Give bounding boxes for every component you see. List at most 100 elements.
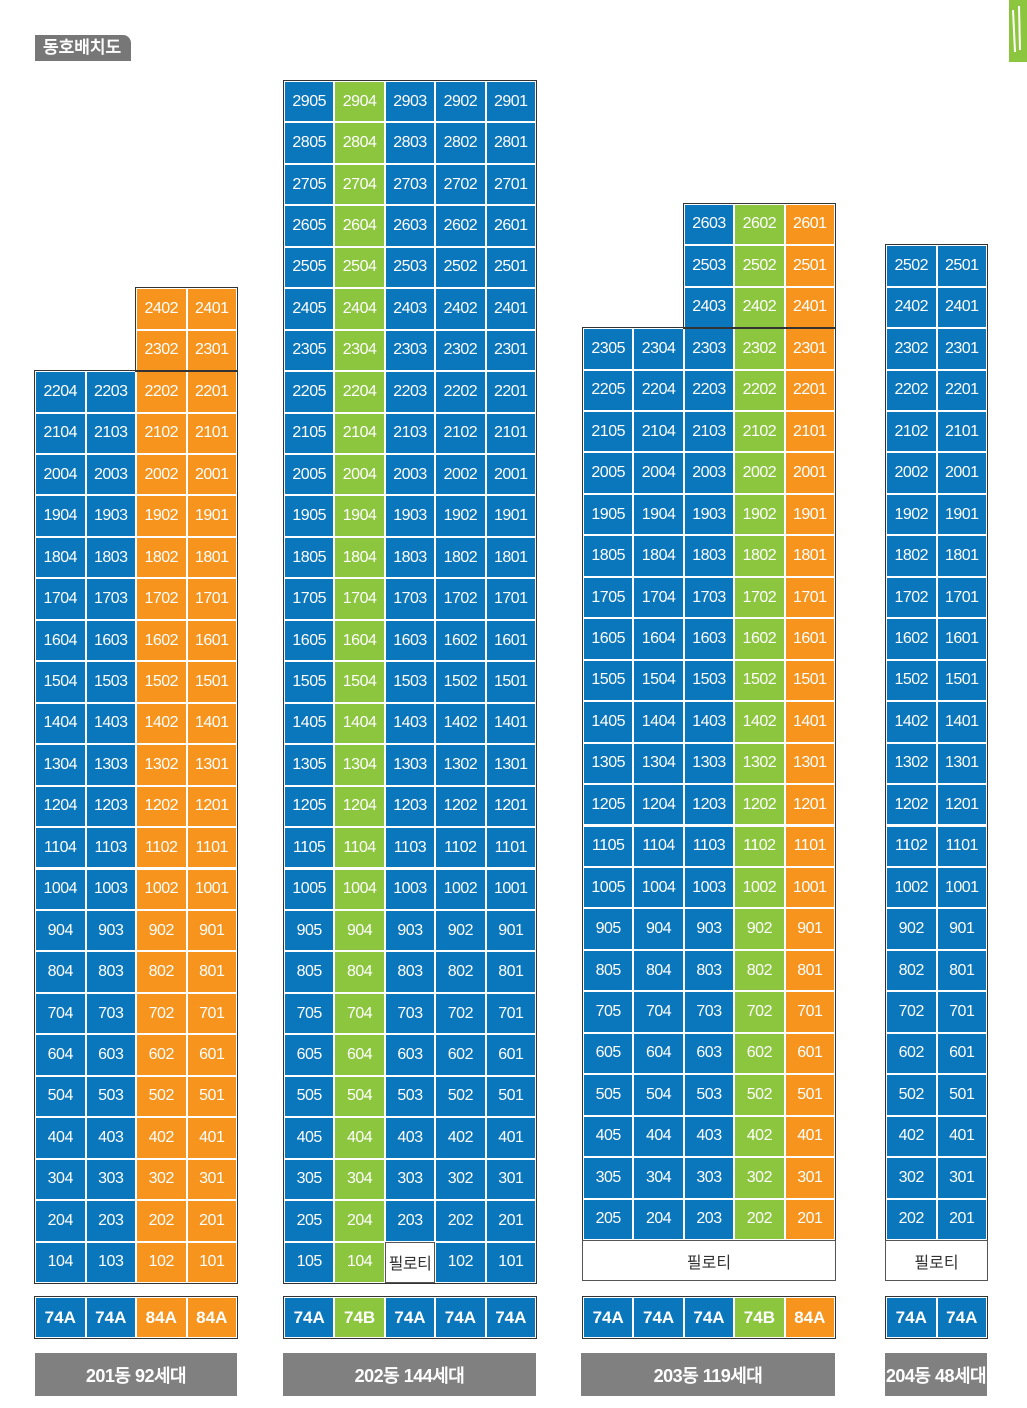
unit-cell: 1004 <box>35 868 86 910</box>
building-label: 202동 144세대 <box>283 1353 536 1396</box>
unit-cell: 2203 <box>384 371 436 413</box>
unit-cell: 701 <box>936 991 987 1033</box>
unit-cell: 602 <box>435 1034 486 1076</box>
unit-cell: 1701 <box>936 576 987 619</box>
unit-cell: 604 <box>334 1034 385 1076</box>
unit-cell: 503 <box>683 1074 735 1116</box>
unit-cell: 2204 <box>633 369 684 411</box>
unit-cell: 1405 <box>583 701 634 743</box>
unit-cell: 2302 <box>734 328 785 370</box>
unit-cell: 1401 <box>936 701 987 743</box>
unit-cell: 1302 <box>136 744 187 786</box>
unit-cell: 1205 <box>583 784 634 826</box>
unit-cell: 901 <box>485 909 536 952</box>
unit-cell: 2305 <box>583 328 634 370</box>
unit-cell: 2203 <box>85 371 136 413</box>
unit-cell: 1403 <box>384 702 436 745</box>
unit-cell: 1005 <box>583 866 634 909</box>
unit-cell: 301 <box>485 1158 536 1201</box>
unit-cell: 1203 <box>384 785 436 828</box>
unit-cell: 401 <box>936 1115 987 1158</box>
unit-cell: 2801 <box>485 122 536 164</box>
unit-cell: 701 <box>784 991 835 1033</box>
unit-cell: 1904 <box>633 493 684 536</box>
unit-cell: 1202 <box>136 785 187 828</box>
unit-cell: 2102 <box>136 412 187 454</box>
unit-cell: 1902 <box>136 495 187 537</box>
unit-cell: 1701 <box>186 578 237 620</box>
unit-cell: 1704 <box>35 578 86 620</box>
unit-cell: 201 <box>784 1198 835 1240</box>
unit-cell: 2204 <box>334 371 385 413</box>
unit-cell: 304 <box>334 1158 385 1201</box>
unit-cell: 801 <box>936 949 987 992</box>
unit-cell: 501 <box>936 1074 987 1116</box>
unit-cell: 1704 <box>633 576 684 619</box>
unit-cell: 1304 <box>334 744 385 786</box>
unit-cell: 1101 <box>784 825 835 867</box>
unit-cell: 104 <box>35 1241 86 1283</box>
unit-type-cell: 74A <box>35 1297 86 1338</box>
unit-cell: 704 <box>35 992 86 1035</box>
unit-cell: 803 <box>85 951 136 993</box>
unit-cell: 2103 <box>85 412 136 454</box>
unit-cell: 1001 <box>186 868 237 910</box>
unit-cell: 1102 <box>435 827 486 869</box>
unit-cell: 1802 <box>734 535 785 577</box>
unit-cell: 903 <box>683 908 735 950</box>
unit-cell: 1703 <box>683 576 735 619</box>
unit-cell: 1703 <box>85 578 136 620</box>
unit-cell: 2603 <box>683 203 735 246</box>
unit-cell: 301 <box>186 1158 237 1201</box>
unit-cell: 1202 <box>734 784 785 826</box>
unit-cell: 504 <box>35 1075 86 1118</box>
unit-cell: 404 <box>334 1117 385 1159</box>
unit-cell: 401 <box>186 1117 237 1159</box>
pilotis-row: 필로티 <box>885 1240 988 1281</box>
unit-cell: 502 <box>435 1075 486 1118</box>
unit-cell: 2402 <box>734 286 785 329</box>
unit-cell: 503 <box>384 1075 436 1118</box>
unit-cell: 1203 <box>683 784 735 826</box>
unit-cell: 1601 <box>936 618 987 660</box>
unit-cell: 204 <box>35 1200 86 1242</box>
unit-cell: 101 <box>186 1241 237 1283</box>
unit-cell: 1504 <box>633 659 684 702</box>
unit-cell: 1801 <box>485 536 536 579</box>
unit-cell: 502 <box>886 1074 937 1116</box>
unit-cell: 2702 <box>435 163 486 206</box>
unit-cell: 2601 <box>784 203 835 246</box>
unit-cell: 1604 <box>334 619 385 662</box>
unit-cell: 205 <box>284 1200 335 1242</box>
unit-cell: 1104 <box>35 827 86 869</box>
unit-cell: 2102 <box>435 412 486 454</box>
unit-cell: 705 <box>583 991 634 1033</box>
unit-cell: 2804 <box>334 122 385 164</box>
unit-cell: 403 <box>683 1115 735 1158</box>
unit-cell: 804 <box>334 951 385 993</box>
unit-cell: 1702 <box>886 576 937 619</box>
unit-cell: 2004 <box>35 454 86 496</box>
unit-cell: 1502 <box>886 659 937 702</box>
unit-cell: 2103 <box>384 412 436 454</box>
unit-cell: 2904 <box>334 80 385 123</box>
unit-cell: 2105 <box>284 412 335 454</box>
unit-cell: 2502 <box>886 245 937 287</box>
unit-cell: 2503 <box>683 245 735 287</box>
unit-cell: 1901 <box>784 493 835 536</box>
unit-cell: 2104 <box>35 412 86 454</box>
unit-cell: 1503 <box>384 661 436 703</box>
unit-cell: 105 <box>284 1241 335 1283</box>
unit-cell: 2204 <box>35 371 86 413</box>
unit-cell: 2102 <box>886 411 937 453</box>
unit-cell: 404 <box>35 1117 86 1159</box>
unit-cell: 2001 <box>485 454 536 496</box>
unit-cell: 1103 <box>683 825 735 867</box>
unit-cell: 1605 <box>284 619 335 662</box>
unit-cell: 1201 <box>784 784 835 826</box>
unit-cell: 1604 <box>35 619 86 662</box>
unit-cell: 1903 <box>384 495 436 537</box>
unit-cell: 804 <box>35 951 86 993</box>
unit-cell: 2405 <box>284 288 335 330</box>
unit-cell: 1303 <box>683 742 735 785</box>
